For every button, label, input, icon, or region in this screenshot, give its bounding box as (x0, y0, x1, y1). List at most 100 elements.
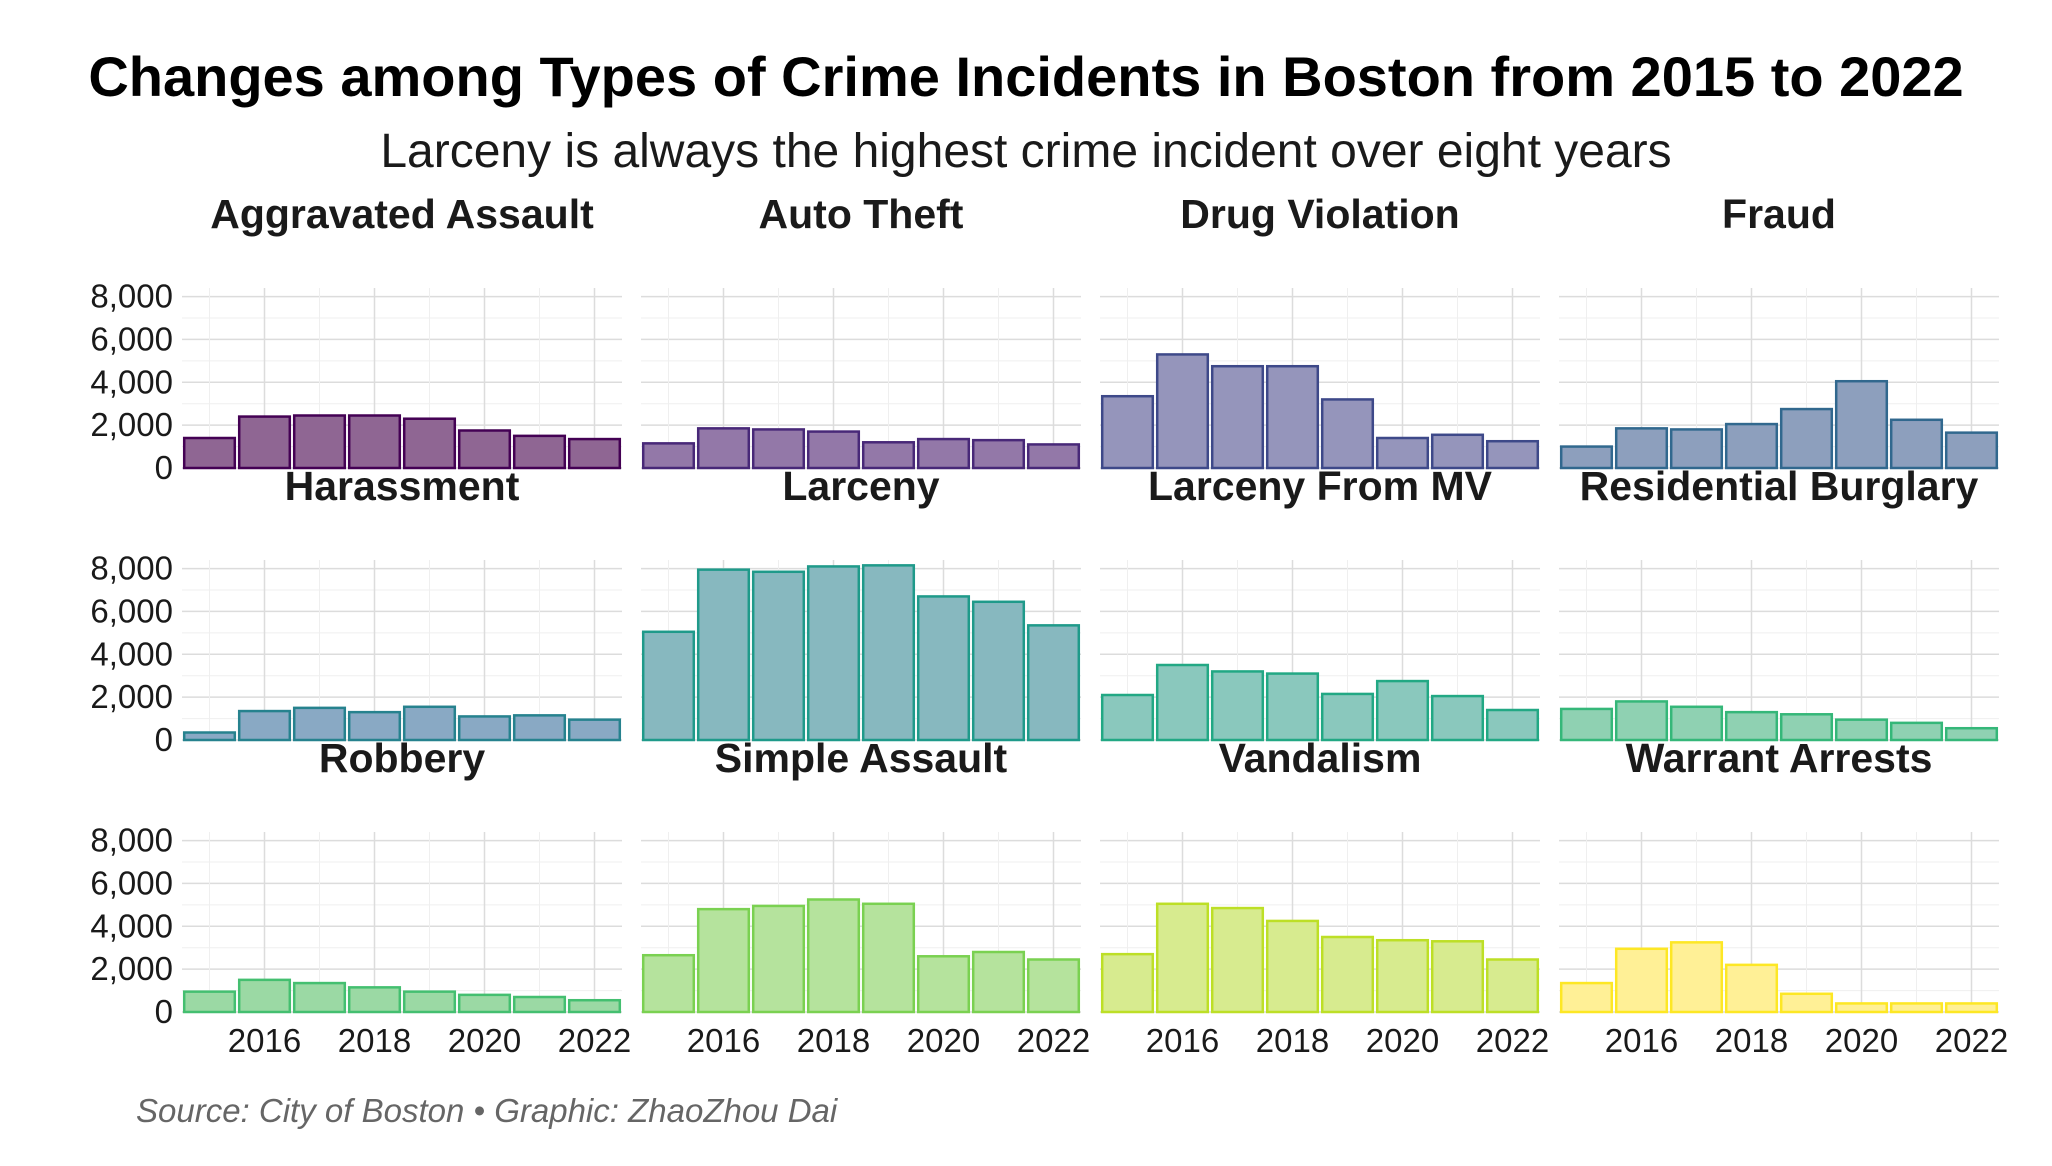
bar-warrant-arrests-2017 (1669, 941, 1724, 1014)
bar-residential-burglary-2017 (1669, 705, 1724, 742)
bar-drug-violation-2017 (1210, 364, 1265, 470)
bar-auto-theft-2015 (641, 442, 696, 470)
bar-vandalism-2018 (1265, 919, 1320, 1014)
bar-robbery-2022 (567, 998, 622, 1014)
y-tick-label: 4,000 (90, 363, 173, 400)
bar-larceny-2022 (1026, 624, 1081, 742)
bar-aggravated-assault-2020 (457, 429, 512, 470)
bar-harassment-2018 (347, 710, 402, 742)
bar-aggravated-assault-2015 (182, 436, 237, 470)
bar-warrant-arrests-2018 (1724, 963, 1779, 1014)
panel-harassment: Harassment 0 2,000 4,000 6,000 8,000 (90, 463, 622, 758)
bar-larceny-from-mv-2020 (1375, 679, 1430, 742)
facet-title-vandalism: Vandalism (1219, 735, 1422, 781)
y-tick-label: 6,000 (90, 320, 173, 357)
x-tick-label: 2022 (1017, 1022, 1090, 1059)
bar-warrant-arrests-2022 (1944, 1002, 1999, 1014)
x-tick-label: 2018 (338, 1022, 411, 1059)
bar-drug-violation-2022 (1485, 439, 1540, 470)
facet-title-simple-assault: Simple Assault (715, 735, 1008, 781)
facet-title-aggravated-assault: Aggravated Assault (210, 191, 594, 237)
bar-fraud-2021 (1889, 418, 1944, 470)
facet-title-robbery: Robbery (319, 735, 486, 781)
bar-harassment-2016 (237, 709, 292, 742)
chart-title: Changes among Types of Crime Incidents i… (88, 45, 1964, 108)
bar-residential-burglary-2018 (1724, 710, 1779, 742)
x-tick-label: 2022 (558, 1022, 631, 1059)
panel-aggravated-assault: Aggravated Assault 0 2,000 4,000 6,000 8,000 (90, 191, 622, 486)
bar-fraud-2019 (1779, 407, 1834, 470)
bar-larceny-2015 (641, 630, 696, 742)
bar-aggravated-assault-2019 (402, 417, 457, 470)
facet-title-warrant-arrests: Warrant Arrests (1626, 735, 1933, 781)
facet-title-harassment: Harassment (285, 463, 520, 509)
bar-larceny-2020 (916, 595, 971, 742)
facet-title-residential-burglary: Residential Burglary (1580, 463, 1979, 509)
x-tick-label: 2016 (1146, 1022, 1219, 1059)
bar-aggravated-assault-2017 (292, 414, 347, 470)
bar-larceny-from-mv-2019 (1320, 692, 1375, 742)
bar-warrant-arrests-2016 (1614, 947, 1669, 1014)
bar-vandalism-2015 (1100, 952, 1155, 1014)
bar-residential-burglary-2019 (1779, 713, 1834, 742)
bar-auto-theft-2020 (916, 437, 971, 470)
panel-warrant-arrests: Warrant Arrests 2016 2018 2020 2022 (1559, 735, 2008, 1059)
bar-aggravated-assault-2018 (347, 414, 402, 470)
bar-harassment-2020 (457, 715, 512, 742)
bar-simple-assault-2017 (751, 904, 806, 1014)
x-tick-label: 2020 (1825, 1022, 1898, 1059)
y-tick-label: 8,000 (90, 550, 173, 587)
y-tick-label: 0 (155, 721, 173, 758)
bar-harassment-2022 (567, 718, 622, 742)
bar-auto-theft-2021 (971, 438, 1026, 470)
chart-caption: Source: City of Boston • Graphic: ZhaoZh… (136, 1092, 838, 1129)
y-tick-label: 8,000 (90, 822, 173, 859)
bar-larceny-2019 (861, 564, 916, 742)
facet-title-drug-violation: Drug Violation (1180, 191, 1459, 237)
bar-aggravated-assault-2016 (237, 415, 292, 470)
x-tick-label: 2016 (228, 1022, 301, 1059)
bar-residential-burglary-2016 (1614, 700, 1669, 742)
bar-drug-violation-2020 (1375, 436, 1430, 470)
bar-residential-burglary-2020 (1834, 718, 1889, 742)
panel-robbery: Robbery 0 2,000 4,000 6,000 8,000 2016 2018 2020… (90, 735, 631, 1059)
bar-larceny-2018 (806, 565, 861, 742)
y-tick-label: 2,000 (90, 678, 173, 715)
bar-vandalism-2019 (1320, 935, 1375, 1014)
bar-harassment-2021 (512, 714, 567, 742)
y-tick-label: 8,000 (90, 278, 173, 315)
x-tick-label: 2016 (687, 1022, 760, 1059)
bar-larceny-from-mv-2021 (1430, 694, 1485, 742)
bar-auto-theft-2017 (751, 428, 806, 470)
bar-robbery-2021 (512, 995, 567, 1014)
bar-warrant-arrests-2020 (1834, 1002, 1889, 1014)
y-tick-label: 4,000 (90, 635, 173, 672)
bar-auto-theft-2019 (861, 441, 916, 470)
bar-larceny-from-mv-2018 (1265, 672, 1320, 742)
bar-residential-burglary-2021 (1889, 721, 1944, 742)
bar-robbery-2015 (182, 990, 237, 1014)
bar-aggravated-assault-2022 (567, 437, 622, 470)
panel-vandalism: Vandalism 2016 2018 2020 2022 (1100, 735, 1549, 1059)
bar-simple-assault-2015 (641, 953, 696, 1014)
bar-fraud-2016 (1614, 427, 1669, 470)
bar-robbery-2017 (292, 981, 347, 1014)
bar-vandalism-2017 (1210, 906, 1265, 1014)
bar-larceny-from-mv-2015 (1100, 693, 1155, 742)
bar-auto-theft-2022 (1026, 443, 1081, 470)
x-tick-label: 2018 (1256, 1022, 1329, 1059)
bar-auto-theft-2018 (806, 430, 861, 470)
bar-residential-burglary-2022 (1944, 726, 1999, 742)
panel-larceny-from-mv: Larceny From MV (1100, 463, 1540, 742)
bar-drug-violation-2018 (1265, 364, 1320, 470)
bar-aggravated-assault-2021 (512, 434, 567, 470)
panel-simple-assault: Simple Assault 2016 2018 2020 2022 (641, 735, 1090, 1059)
bar-simple-assault-2016 (696, 907, 751, 1014)
x-tick-label: 2020 (1366, 1022, 1439, 1059)
facet-title-auto-theft: Auto Theft (759, 191, 964, 237)
bar-robbery-2018 (347, 986, 402, 1014)
y-tick-label: 4,000 (90, 907, 173, 944)
bar-larceny-2021 (971, 600, 1026, 742)
y-tick-label: 0 (155, 993, 173, 1030)
bar-drug-violation-2019 (1320, 398, 1375, 470)
